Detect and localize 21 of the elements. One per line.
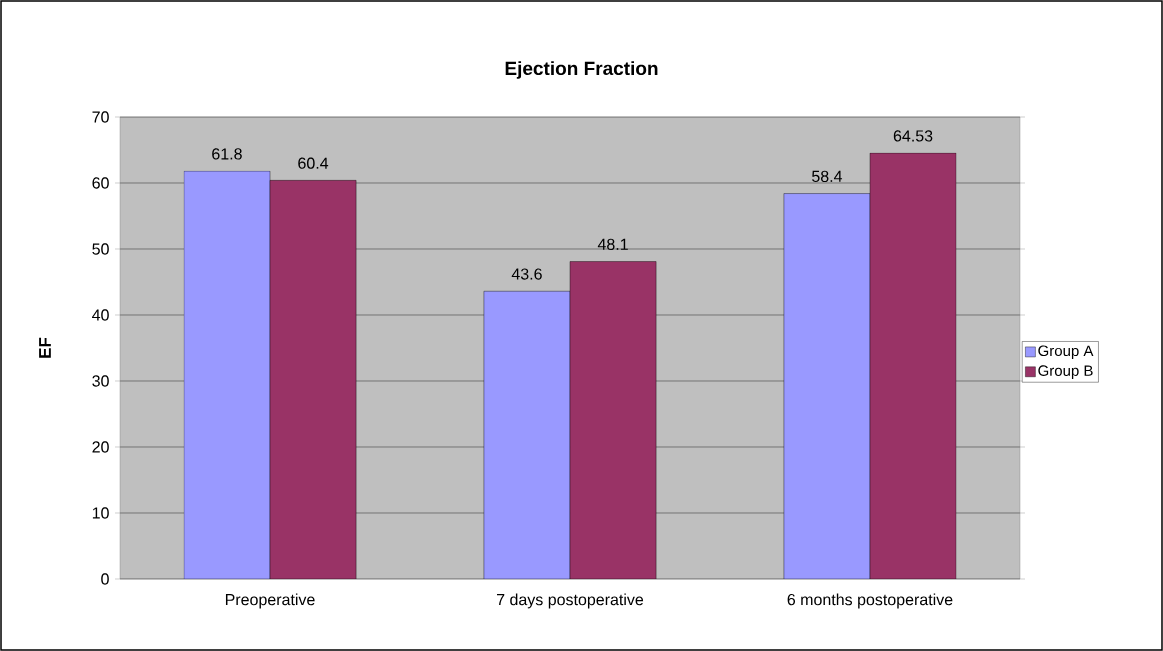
data-label: 58.4 [812,170,843,183]
y-tick-label: 20 [92,441,109,453]
x-tick-label: Preoperative [225,593,315,609]
y-tick-label: 0 [101,573,109,585]
y-tick-label: 30 [92,375,109,387]
data-label: 60.4 [298,157,329,169]
legend-label: Group A [1038,345,1094,360]
y-tick-label: 70 [92,111,109,123]
y-tick-label: 60 [92,177,109,189]
y-axis-title: EF [39,337,51,358]
x-tick-label: 7 days postoperative [497,593,644,609]
y-tick-label: 50 [92,243,109,255]
data-label: 48.1 [597,238,628,250]
y-tick-label: 40 [92,309,109,321]
data-label: 43.6 [511,268,542,280]
data-label: 64.53 [893,130,933,142]
x-tick-label: 6 months postoperative [787,593,953,609]
chart-title: Ejection Fraction [505,61,658,79]
data-label: 61.8 [212,148,242,160]
y-tick-label: 10 [92,507,109,519]
legend-label: Group B [1038,365,1093,379]
